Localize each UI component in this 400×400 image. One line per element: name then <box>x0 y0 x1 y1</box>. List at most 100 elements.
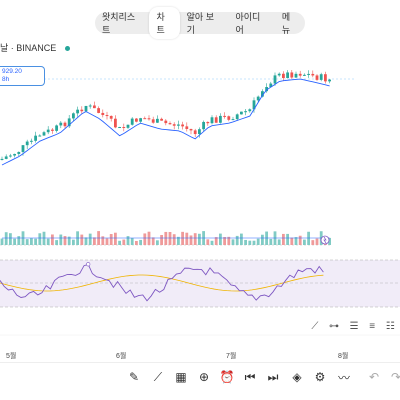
rsi-ma-line <box>0 274 324 292</box>
horizontal-ray-icon[interactable]: ⊶ <box>328 320 339 332</box>
month-label: 5월 <box>6 353 17 360</box>
volume-bar <box>143 233 147 245</box>
candle-body <box>240 111 243 115</box>
text-icon[interactable]: ☷ <box>385 320 395 332</box>
tab-watchlist[interactable]: 왓치리스트 <box>102 12 136 35</box>
candle-body <box>193 130 197 135</box>
price-value: 929.20 <box>2 68 22 75</box>
fib-icon[interactable]: ☰ <box>349 320 359 332</box>
settings-icon[interactable]: ⚙ <box>314 370 326 384</box>
add-icon[interactable]: ⊕ <box>198 370 210 384</box>
candle-body <box>84 105 88 112</box>
candle-body <box>214 117 218 123</box>
candle-body <box>38 135 42 137</box>
candle-body <box>9 155 12 157</box>
candle-body <box>256 96 260 101</box>
volume-bar <box>160 234 163 245</box>
candle-body <box>206 121 210 124</box>
flash-glyph <box>323 236 327 244</box>
candles-layer <box>0 70 331 161</box>
volume-bar <box>223 237 226 245</box>
trendline-icon[interactable]: ⟋ <box>311 320 319 332</box>
candle-body <box>269 83 273 88</box>
market-status-dot <box>64 46 70 52</box>
tab-explore[interactable]: 알아 보기 <box>186 12 214 35</box>
candle-body <box>185 126 189 129</box>
tab-chart[interactable]: 차트 <box>149 7 180 39</box>
candle-body <box>80 109 84 112</box>
candle-body <box>55 125 58 131</box>
volume-bar <box>248 240 252 245</box>
symbol-header[interactable]: 날 · BINANCE <box>0 41 70 54</box>
candle-body <box>307 73 310 75</box>
candle-body <box>143 118 147 120</box>
volume-bar <box>46 238 50 245</box>
redo-icon[interactable]: ↷ <box>390 370 400 384</box>
alarm-icon[interactable]: ⏰ <box>219 370 235 384</box>
undo-icon[interactable]: ↶ <box>368 370 380 384</box>
candle-body <box>34 135 37 141</box>
layout-icon[interactable]: ▦ <box>175 370 187 384</box>
rsi-markers <box>86 262 91 267</box>
candle-body <box>151 119 155 123</box>
candle-body <box>160 118 163 121</box>
pattern-icon[interactable]: ≡ <box>369 320 376 332</box>
candle-body <box>147 118 151 120</box>
tab-menu[interactable]: 메뉴 <box>281 12 291 35</box>
replay-back-icon[interactable]: ⏮ <box>244 369 256 384</box>
candle-body <box>223 115 226 117</box>
volume-bar <box>303 239 306 245</box>
volume-bar <box>219 233 222 245</box>
replay-forward-icon[interactable]: ⏭ <box>267 369 279 384</box>
volume-bar <box>51 234 54 245</box>
candle-body <box>4 156 8 159</box>
candle-body <box>67 118 71 127</box>
candle-body <box>21 145 25 152</box>
volume-bar <box>156 240 159 245</box>
candle-body <box>177 124 180 126</box>
tab-ideas[interactable]: 아이디어 <box>235 12 261 35</box>
volume-bar <box>67 236 71 245</box>
candle-body <box>114 118 117 128</box>
volume-bar <box>109 234 113 245</box>
candle-body <box>265 87 268 92</box>
volume-bar <box>4 232 8 245</box>
ideas-icon[interactable]: 〰 <box>337 370 350 385</box>
volume-bar <box>30 238 33 245</box>
candle-body <box>235 114 239 120</box>
candle-body <box>93 105 96 109</box>
volume-bar <box>256 238 260 245</box>
volume-bar <box>55 240 58 245</box>
candle-body <box>97 108 100 113</box>
candle-body <box>59 122 63 126</box>
volume-bar <box>9 233 12 245</box>
candle-body <box>172 124 176 126</box>
moving-average-line <box>1 78 330 166</box>
volume-bar <box>114 232 117 245</box>
volume-bar <box>122 239 126 245</box>
volume-bar <box>130 238 134 245</box>
volume-bar <box>105 238 109 245</box>
volume-bar <box>38 233 42 245</box>
pen-icon[interactable]: ✎ <box>128 370 140 384</box>
candle-body <box>219 115 222 123</box>
volume-bar <box>244 239 247 245</box>
candle-body <box>0 158 4 160</box>
rsi-marker <box>86 262 91 267</box>
volume-bar <box>307 231 310 245</box>
layers-icon[interactable]: ◈ <box>292 370 302 384</box>
candlestick-chart[interactable] <box>0 55 400 355</box>
volume-bar <box>290 237 294 245</box>
volume-bar <box>118 240 121 245</box>
volume-bar <box>231 239 235 245</box>
month-label: 7월 <box>226 353 237 360</box>
volume-bar <box>240 233 243 245</box>
indicator-icon[interactable]: ⟋ <box>153 369 163 384</box>
candle-body <box>88 105 92 107</box>
volume-bar <box>80 234 84 245</box>
candle-body <box>189 128 193 131</box>
volume-bar <box>88 233 92 245</box>
candle-body <box>118 127 121 129</box>
candle-body <box>244 111 247 113</box>
volume-bar <box>235 235 239 245</box>
